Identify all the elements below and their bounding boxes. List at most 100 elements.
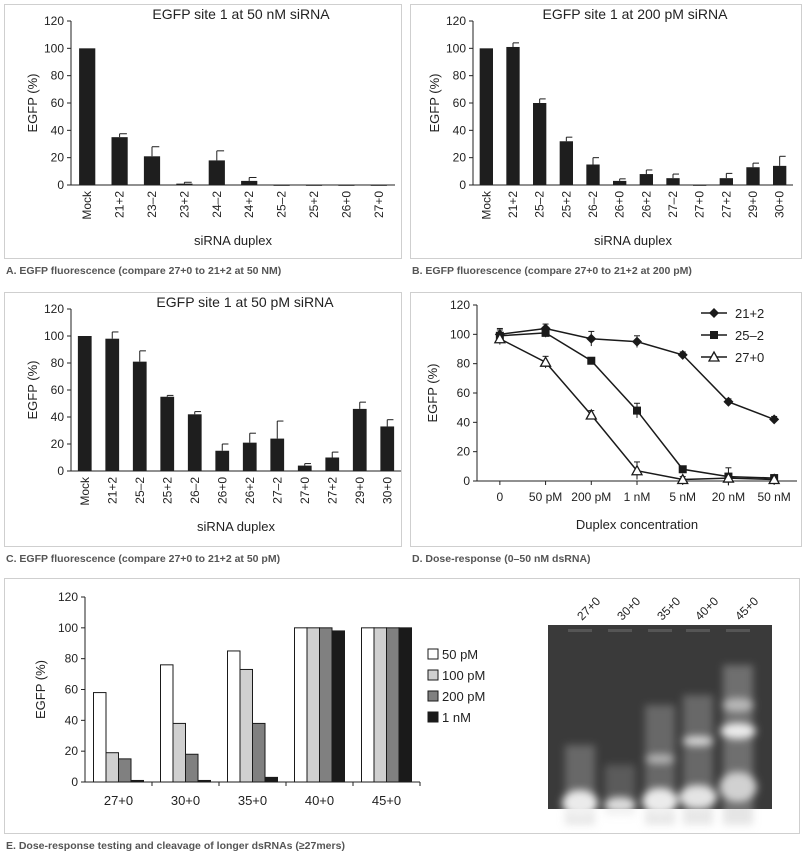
x-tick-label: 25+2 bbox=[160, 477, 174, 504]
y-tick-label: 0 bbox=[57, 464, 64, 478]
gel-band bbox=[679, 785, 717, 809]
chart-c: 0 20 40 60 80 100 120 Mock 21+2 25–2 25+2 26–2 26+0 2… bbox=[25, 294, 401, 534]
triangle-marker bbox=[630, 464, 644, 476]
triangle-marker bbox=[722, 471, 735, 483]
y-tick-label: 120 bbox=[58, 590, 78, 604]
gel-well bbox=[648, 629, 672, 632]
gel-well bbox=[568, 629, 592, 632]
diamond-marker bbox=[632, 336, 642, 347]
x-tick-label: 25–2 bbox=[533, 191, 547, 218]
chart-title: EGFP site 1 at 50 pM siRNA bbox=[156, 294, 334, 310]
x-tick-label: 24+2 bbox=[242, 191, 256, 218]
bar bbox=[143, 156, 161, 185]
bar bbox=[398, 627, 412, 783]
diamond-marker bbox=[723, 396, 734, 407]
x-tick-label: 25–2 bbox=[133, 477, 147, 504]
y-axis-label: EGFP (%) bbox=[25, 361, 40, 420]
gel-lane-label: 27+0 bbox=[574, 594, 603, 623]
caption-c: C. EGFP fluorescence (compare 27+0 to 21… bbox=[6, 553, 281, 565]
x-tick-label: 26+0 bbox=[613, 191, 627, 218]
bar bbox=[132, 361, 147, 471]
chart-d: 0 20 40 60 80 100 120 0 50 pM 200 pM 1 nM 5 nM 20 nM… bbox=[425, 298, 797, 532]
y-tick-label: 100 bbox=[44, 329, 64, 343]
bar bbox=[241, 180, 258, 185]
x-tick-label: 40+0 bbox=[305, 793, 334, 808]
y-tick-label: 60 bbox=[51, 383, 65, 397]
gel-lane-label: 30+0 bbox=[614, 594, 643, 623]
bar bbox=[176, 183, 193, 185]
bar bbox=[77, 336, 92, 471]
bar bbox=[559, 141, 573, 185]
square-marker bbox=[541, 328, 550, 337]
y-tick-label: 0 bbox=[459, 178, 466, 192]
square-marker bbox=[587, 356, 596, 365]
x-tick-label: 29+0 bbox=[353, 477, 367, 504]
bar bbox=[370, 185, 387, 186]
x-tick-label: 30+0 bbox=[773, 191, 787, 218]
x-tick-label: 35+0 bbox=[238, 793, 267, 808]
bar bbox=[386, 627, 400, 783]
triangle-marker bbox=[707, 350, 721, 362]
bar bbox=[105, 338, 120, 471]
x-tick-label: 20 nM bbox=[712, 490, 745, 504]
x-tick-label: 26+2 bbox=[639, 191, 653, 218]
bar bbox=[215, 450, 230, 471]
bar bbox=[373, 627, 387, 783]
x-tick-label: 50 pM bbox=[529, 490, 562, 504]
diamond-marker bbox=[769, 414, 780, 425]
x-axis-label: Duplex concentration bbox=[576, 517, 698, 532]
panel-e: 0 20 40 60 80 100 120 27+0 30+0 35+0 40+0 45+0 EGFP … bbox=[4, 578, 800, 834]
x-tick-label: 27+2 bbox=[719, 191, 733, 218]
diamond-marker bbox=[709, 308, 719, 318]
bar bbox=[273, 185, 290, 186]
panel-a: 0 20 40 60 80 100 120 Mock 21+2 23–2 23+2 24–2 24+2 2… bbox=[4, 4, 402, 259]
y-tick-label: 100 bbox=[450, 327, 470, 341]
legend-label: 27+0 bbox=[735, 350, 764, 365]
caption-e: E. Dose-response testing and cleavage of… bbox=[6, 840, 345, 852]
x-tick-label: 27–2 bbox=[270, 477, 284, 504]
y-tick-label: 40 bbox=[51, 410, 65, 424]
legend-label: 21+2 bbox=[735, 306, 764, 321]
gel-well bbox=[686, 629, 710, 632]
bar bbox=[227, 650, 241, 783]
bar bbox=[187, 414, 202, 471]
y-tick-label: 20 bbox=[453, 151, 467, 165]
bar bbox=[613, 180, 627, 185]
y-axis-label: EGFP (%) bbox=[425, 364, 440, 423]
legend-label: 100 pM bbox=[442, 668, 485, 683]
gel-band bbox=[645, 754, 675, 764]
y-tick-label: 60 bbox=[65, 683, 79, 697]
x-axis-label: siRNA duplex bbox=[197, 519, 276, 534]
x-tick-label: 200 pM bbox=[571, 490, 611, 504]
bar bbox=[380, 426, 395, 471]
bar bbox=[719, 178, 733, 185]
y-tick-label: 40 bbox=[65, 713, 79, 727]
y-tick-label: 60 bbox=[453, 96, 467, 110]
x-tick-label: 26–2 bbox=[586, 191, 600, 218]
panel-d: 0 20 40 60 80 100 120 0 50 pM 200 pM 1 nM 5 nM 20 nM… bbox=[410, 292, 802, 547]
gel-lane-label: 40+0 bbox=[692, 594, 721, 623]
bar bbox=[693, 185, 707, 186]
bar bbox=[533, 103, 547, 185]
bar bbox=[239, 668, 253, 783]
legend-swatch bbox=[427, 690, 439, 702]
x-tick-label: 27+2 bbox=[325, 477, 339, 504]
gel-well bbox=[608, 629, 632, 632]
bar bbox=[270, 438, 285, 471]
caption-b: B. EGFP fluorescence (compare 27+0 to 21… bbox=[412, 265, 692, 277]
x-tick-label: 27–2 bbox=[666, 191, 680, 218]
x-tick-label: 26+0 bbox=[339, 191, 353, 218]
legend-label: 1 nM bbox=[442, 710, 471, 725]
legend-swatch bbox=[427, 711, 439, 723]
legend-swatch bbox=[427, 648, 439, 660]
bar bbox=[479, 48, 493, 186]
y-axis-label: EGFP (%) bbox=[25, 74, 40, 133]
x-tick-label: 25+2 bbox=[307, 191, 321, 218]
bar bbox=[185, 753, 199, 783]
y-tick-label: 0 bbox=[463, 474, 470, 488]
bar bbox=[325, 457, 340, 471]
bar bbox=[160, 664, 174, 783]
triangle-marker bbox=[493, 332, 506, 344]
y-tick-label: 100 bbox=[44, 41, 64, 55]
gel-band bbox=[562, 790, 598, 816]
